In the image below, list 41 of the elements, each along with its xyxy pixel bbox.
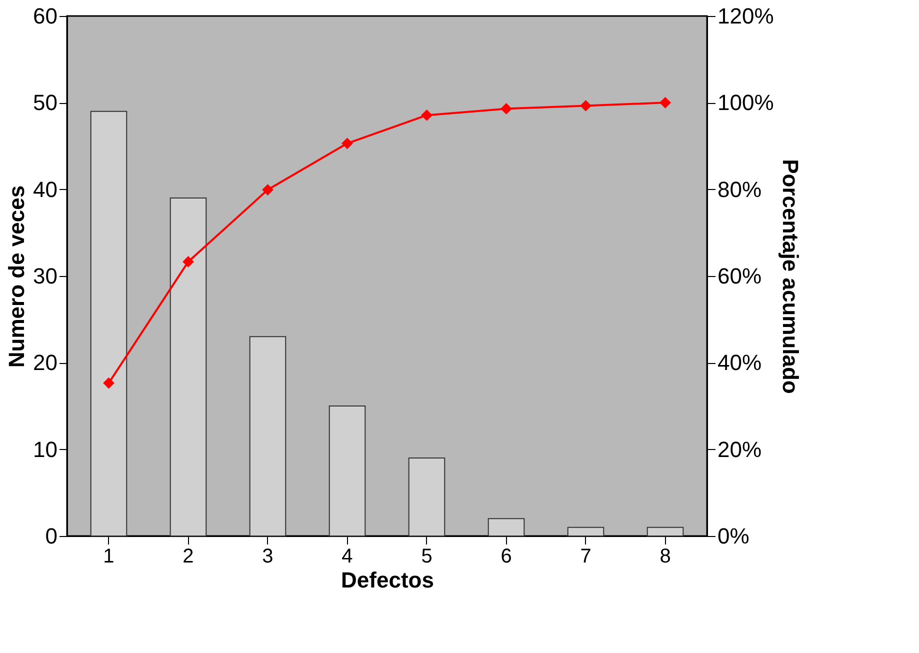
x-tick-label: 4 (342, 546, 353, 568)
bar (567, 526, 604, 536)
y-tick-label: 30 (33, 264, 58, 288)
point (660, 96, 671, 108)
point (182, 256, 194, 268)
bar (90, 110, 128, 536)
x-tick-label: 3 (262, 546, 274, 568)
x-axis-title: Defectos (341, 568, 434, 592)
y-tick-label: 20 (33, 350, 58, 376)
y-tick-label: 0 (45, 524, 58, 548)
x-tick-label: 2 (182, 546, 194, 568)
bar (646, 526, 684, 536)
x-tick-label: 1 (103, 546, 114, 568)
y2-tick-label: 100% (718, 90, 774, 116)
bar (328, 406, 366, 536)
y-tick-label: 50 (33, 90, 58, 116)
y-tick-label: 60 (33, 4, 58, 28)
x-tick-label: 6 (500, 546, 512, 568)
x-tick-label: 5 (421, 546, 432, 568)
y2-tick-label: 120% (718, 4, 774, 28)
point (262, 184, 274, 196)
y-tick-label: 40 (33, 176, 58, 202)
y2-tick-label: 40% (718, 350, 762, 376)
point (580, 100, 592, 112)
x-tick-label: 7 (580, 546, 592, 568)
bar (488, 518, 525, 536)
point (421, 110, 432, 121)
y2-tick-label: 80% (718, 176, 762, 202)
bar (170, 198, 207, 536)
point (103, 377, 114, 389)
bar (408, 458, 446, 536)
y2-tick-label: 0% (718, 524, 750, 548)
y2-axis-title: Porcentaje acumulado (778, 159, 803, 394)
point (342, 138, 353, 150)
y2-tick-label: 20% (718, 436, 762, 462)
y-tick-label: 10 (33, 436, 58, 462)
bar (249, 336, 286, 536)
point (500, 103, 512, 114)
x-tick-label: 8 (660, 546, 671, 568)
y2-tick-label: 60% (718, 264, 762, 288)
y-axis-title: Numero de veces (4, 185, 30, 368)
